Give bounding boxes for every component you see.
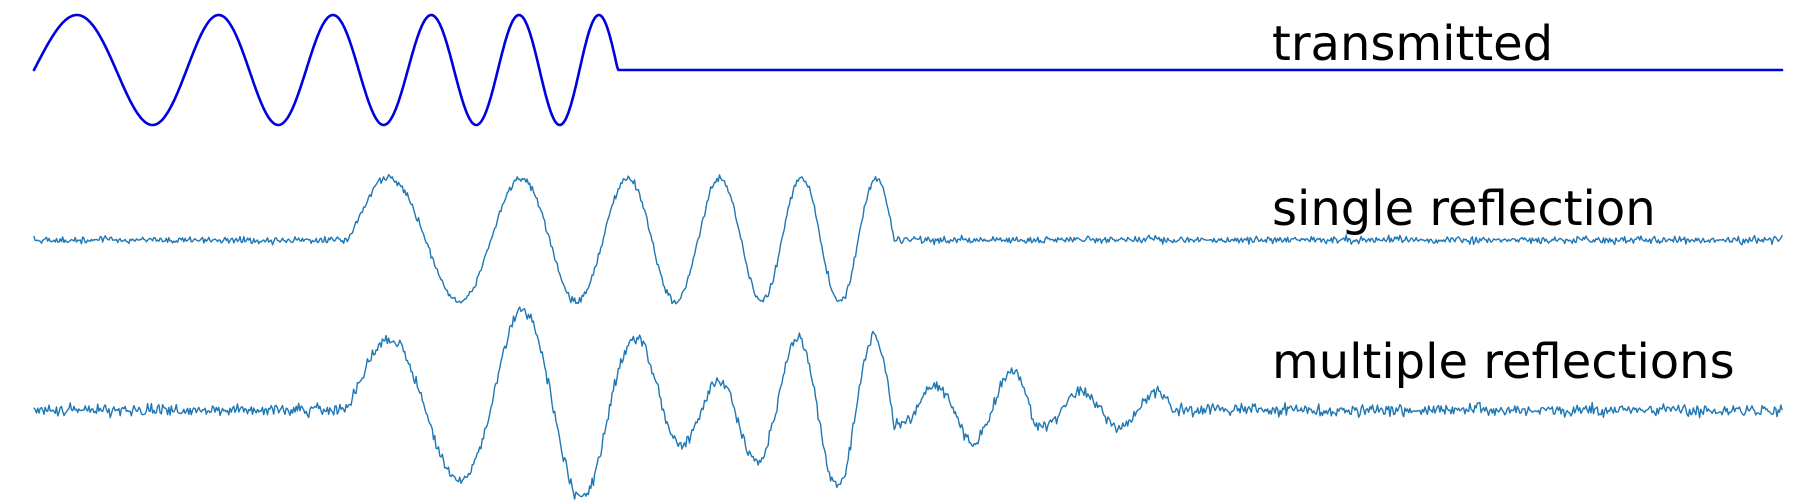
trace-transmitted: transmitted (32, 13, 1784, 127)
single-reflection-label: single reflection (1272, 181, 1656, 237)
multiple-reflections-label: multiple reflections (1272, 334, 1735, 390)
transmitted-line (32, 13, 1784, 127)
transmitted-label: transmitted (1272, 16, 1553, 72)
trace-multiple-reflections: multiple reflections (33, 306, 1783, 500)
trace-single-reflection: single reflection (33, 174, 1783, 305)
multiple-reflections-line (33, 306, 1783, 500)
single-reflection-line (33, 174, 1783, 305)
